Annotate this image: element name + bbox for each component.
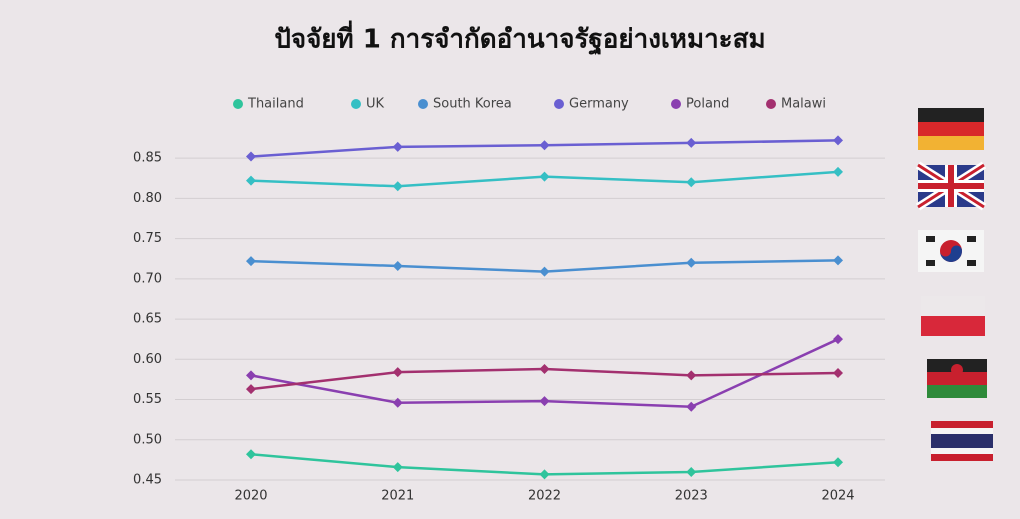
data-point [686,370,697,381]
flag-malawi [927,359,987,398]
data-point [833,457,843,468]
y-tick-label: 0.65 [133,312,162,327]
legend-label: Thailand [247,97,304,112]
legend-marker [671,99,681,109]
y-tick-label: 0.80 [133,191,162,206]
data-point [246,384,256,395]
data-point [539,396,550,407]
legend-label: South Korea [433,97,512,112]
data-point [539,266,550,277]
flag-korea [918,230,984,272]
legend-marker [766,99,776,109]
data-point [392,462,403,473]
legend-marker [554,99,564,109]
legend-label: UK [366,97,385,112]
data-point [833,334,843,345]
data-point [392,141,403,152]
x-tick-label: 2021 [381,489,414,504]
legend-label: Poland [686,97,729,112]
x-tick-label: 2024 [821,489,854,504]
y-tick-label: 0.45 [133,473,162,488]
flags [915,108,993,461]
data-point [539,140,550,151]
y-tick-label: 0.75 [133,231,162,246]
data-point [833,367,843,378]
x-tick-label: 2020 [234,489,267,504]
data-point [392,397,403,408]
data-point [686,466,697,477]
data-point [246,151,256,162]
data-point [833,166,843,177]
y-tick-label: 0.60 [133,352,162,367]
y-tick-label: 0.55 [133,392,162,407]
data-point [246,449,256,460]
data-point [539,363,550,374]
data-point [246,370,256,381]
flag-germany [918,108,984,150]
flag-uk [915,161,987,211]
data-point [833,135,843,146]
data-point [686,401,697,412]
data-point [246,256,256,267]
data-point [392,260,403,271]
data-point [539,469,550,480]
data-point [833,255,843,266]
data-point [686,257,697,268]
chart-title: ปัจจัยที่ 1 การจำกัดอำนาจรัฐอย่างเหมาะสม [274,20,765,57]
y-tick-label: 0.70 [133,271,162,286]
y-tick-label: 0.50 [133,432,162,447]
data-point [686,177,697,188]
data-point [539,171,550,182]
data-point [392,181,403,192]
x-tick-label: 2022 [528,489,561,504]
legend-label: Malawi [781,97,826,112]
legend-label: Germany [569,97,629,112]
data-point [246,175,256,186]
data-point [686,137,697,148]
data-point [392,367,403,378]
legend-marker [418,99,428,109]
x-tick-label: 2023 [675,489,708,504]
y-tick-label: 0.85 [133,151,162,166]
flag-thailand [931,421,993,461]
flag-poland [921,296,985,336]
legend-marker [351,99,361,109]
legend-marker [233,99,243,109]
